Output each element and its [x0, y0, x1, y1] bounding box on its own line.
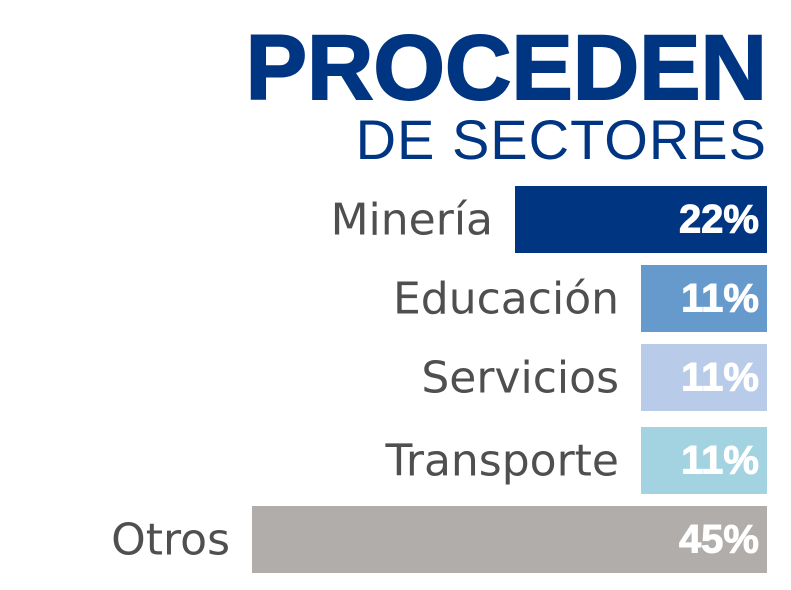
bar-value-label: 11% [681, 355, 760, 400]
bar-educacion: 11% [641, 265, 767, 332]
category-label: Otros [111, 514, 230, 565]
bar-transporte: 11% [641, 427, 767, 494]
bar-mineria: 22% [515, 186, 767, 253]
bar-value-label: 11% [681, 276, 760, 321]
bar-value-label: 11% [681, 438, 760, 483]
category-label: Educación [393, 273, 619, 324]
chart-title: PROCEDEN [245, 17, 768, 119]
category-label: Transporte [385, 435, 619, 486]
bar-value-label: 45% [678, 517, 759, 562]
category-label: Servicios [421, 352, 619, 403]
bar-otros: 45% [252, 506, 767, 573]
bar-servicios: 11% [641, 344, 767, 411]
chart-subtitle: DE SECTORES [355, 108, 767, 171]
bar-value-label: 22% [678, 197, 759, 242]
category-label: Minería [330, 194, 493, 245]
